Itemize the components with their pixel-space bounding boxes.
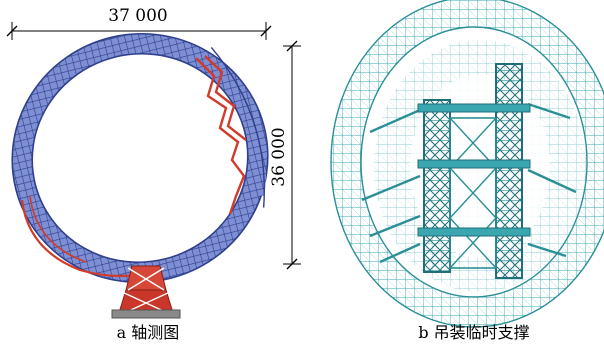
height-dimension: 36 000 xyxy=(269,40,301,270)
bracing-red xyxy=(20,55,247,278)
height-dimension-label: 36 000 xyxy=(269,127,289,186)
hoisting-support-view: b 吊装临时支撑 xyxy=(330,0,604,342)
caption-axonometric: a 轴测图 xyxy=(117,323,180,342)
support-base xyxy=(111,265,181,319)
temporary-support-towers xyxy=(417,63,531,279)
width-dimension: 37 000 xyxy=(6,6,272,40)
ring-structure xyxy=(11,32,269,284)
support-struts xyxy=(361,102,577,264)
axonometric-view: 37 000 36 000 xyxy=(6,6,301,342)
width-dimension-label: 37 000 xyxy=(108,6,167,26)
caption-hoisting-support: b 吊装临时支撑 xyxy=(418,323,529,342)
